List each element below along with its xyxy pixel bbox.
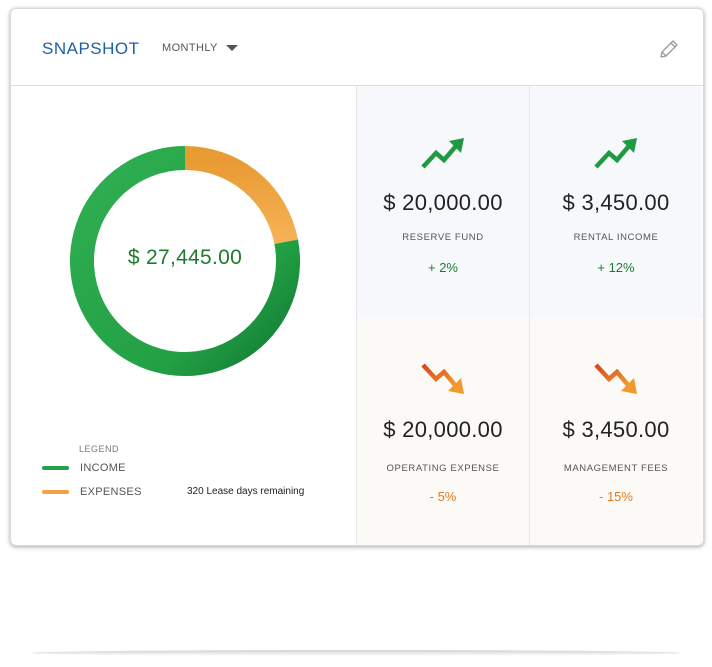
trend-up-icon [594,138,637,169]
tile-label: RENTAL INCOME [573,232,659,243]
divider [356,316,703,317]
tile-amount: $ 3,450.00 [562,417,670,442]
card-reflection-shadow [30,650,682,656]
tile-management-fees[interactable]: $ 3,450.00 MANAGEMENT FEES - 15% [530,317,702,545]
snapshot-card: SNAPSHOT MONTHLY [10,8,704,546]
legend-item-expenses: EXPENSES [42,486,142,498]
expenses-segment [184,146,298,245]
expenses-swatch [42,490,69,494]
divider [529,86,530,545]
tile-amount: $ 20,000.00 [383,417,503,442]
legend-title: LEGEND [79,444,120,454]
lease-days-remaining: 320 Lease days remaining [187,486,305,497]
tile-amount: $ 20,000.00 [383,190,503,215]
card-header: SNAPSHOT MONTHLY [11,9,703,86]
tile-label: OPERATING EXPENSE [386,463,500,474]
legend-label: EXPENSES [80,486,142,498]
total-amount: $ 27,445.00 [127,246,243,269]
legend-label: INCOME [80,462,126,474]
tile-rental-income[interactable]: $ 3,450.00 RENTAL INCOME + 12% [530,87,702,317]
tile-label: MANAGEMENT FEES [563,463,669,474]
card-title: SNAPSHOT [42,39,140,58]
income-segment [70,146,300,376]
income-expense-donut [70,146,300,376]
tile-label: RESERVE FUND [402,232,484,243]
trend-up-icon [421,138,464,169]
tile-change: + 2% [428,260,458,275]
period-dropdown[interactable]: MONTHLY [162,42,238,54]
tile-operating-expense[interactable]: $ 20,000.00 OPERATING EXPENSE - 5% [357,317,529,545]
tile-change: + 12% [597,260,635,275]
pencil-icon[interactable] [657,37,681,61]
legend-item-income: INCOME [42,462,126,474]
summary-panel: $ 27,445.00 LEGEND INCOME EXPENSES 320 L… [11,86,356,545]
tile-change: - 15% [599,489,633,504]
tile-change: - 5% [429,489,457,504]
divider [356,86,357,545]
income-swatch [42,466,69,470]
trend-down-icon [421,363,464,394]
caret-down-icon [225,45,238,51]
trend-down-icon [594,363,637,394]
tile-amount: $ 3,450.00 [562,190,670,215]
period-label: MONTHLY [162,42,218,54]
tile-reserve-fund[interactable]: $ 20,000.00 RESERVE FUND + 2% [357,87,529,317]
